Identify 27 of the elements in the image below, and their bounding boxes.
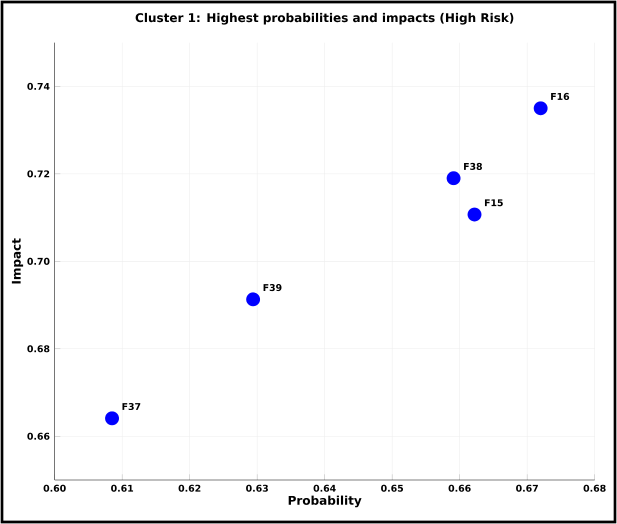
chart-title: Cluster 1: Highest probabilities and impacts (High Risk) (136, 12, 514, 25)
annotation: F16 (551, 92, 570, 100)
x-tick-label: 0.60 (44, 484, 66, 492)
x-tick-label: 0.68 (584, 484, 606, 492)
point (246, 292, 260, 306)
x-tick-label: 0.66 (448, 484, 471, 492)
y-tick-label: 0.74 (27, 82, 50, 90)
annotation: F38 (464, 162, 482, 170)
x-tick-label: 0.67 (516, 484, 538, 492)
y-axis-title: Impact (12, 238, 24, 284)
y-tick-label: 0.66 (27, 432, 50, 440)
x-tick-label: 0.62 (178, 484, 200, 492)
point (446, 171, 461, 186)
annotation: F37 (122, 403, 140, 410)
x-tick-label: 0.64 (314, 484, 336, 492)
x-axis-title: Probability (288, 496, 362, 508)
x-tick-label: 0.61 (111, 484, 134, 492)
y-tick-label: 0.68 (27, 345, 50, 352)
x-tick-label: 0.65 (381, 484, 404, 492)
point (534, 101, 548, 116)
point (468, 208, 482, 222)
annotation: F39 (264, 284, 282, 292)
y-tick-label: 0.70 (27, 258, 50, 265)
y-tick-label: 0.72 (27, 170, 50, 178)
point (105, 411, 119, 426)
x-tick-label: 0.63 (246, 484, 268, 492)
annotation: F15 (484, 199, 503, 206)
